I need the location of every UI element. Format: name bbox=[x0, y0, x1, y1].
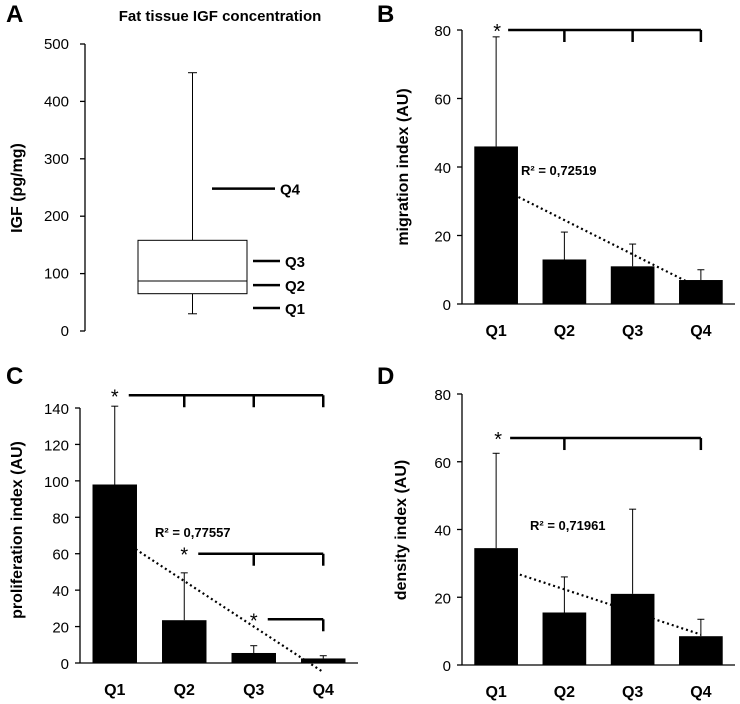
x-tick-label-c: Q4 bbox=[313, 682, 334, 699]
bar-q4 bbox=[679, 636, 723, 665]
y-tick-label-c: 20 bbox=[52, 620, 69, 637]
bar-q1 bbox=[474, 548, 518, 665]
panel-letter-a: A bbox=[6, 1, 23, 28]
x-tick-label-c: Q1 bbox=[104, 682, 125, 699]
y-tick-label-c: 80 bbox=[52, 510, 69, 527]
panel-letter-b: B bbox=[377, 1, 394, 28]
bar-q2 bbox=[162, 620, 207, 663]
x-tick-label-d: Q1 bbox=[485, 684, 506, 701]
y-tick-label-c: 40 bbox=[52, 583, 69, 600]
y-tick-label-d: 0 bbox=[443, 658, 451, 675]
y-tick-label-b: 60 bbox=[434, 92, 451, 109]
y-tick-label-a: 0 bbox=[61, 323, 69, 340]
bar-q2 bbox=[542, 612, 587, 665]
trendline-d bbox=[495, 565, 702, 636]
bar-q1 bbox=[92, 484, 137, 663]
x-tick-label-b: Q1 bbox=[485, 323, 506, 340]
y-tick-label-d: 60 bbox=[434, 455, 451, 472]
panel-b: B migration index (AU) R² = 0,72519 0 20 4… bbox=[377, 1, 735, 340]
bar-q3 bbox=[610, 593, 655, 665]
y-axis-title-a: IGF (pg/mg) bbox=[9, 143, 26, 233]
y-tick-label-a: 500 bbox=[44, 36, 69, 53]
y-tick-label-a: 300 bbox=[44, 151, 69, 168]
y-tick-label-d: 20 bbox=[434, 590, 451, 607]
y-tick-label-b: 40 bbox=[434, 160, 451, 177]
y-tick-label-a: 400 bbox=[44, 93, 69, 110]
y-tick-label-b: 20 bbox=[434, 229, 451, 246]
bar-q2 bbox=[542, 259, 587, 304]
bar-q3 bbox=[610, 266, 655, 304]
x-tick-label-d: Q2 bbox=[554, 684, 575, 701]
x-tick-label-b: Q3 bbox=[622, 323, 643, 340]
y-tick-label-a: 100 bbox=[44, 266, 69, 283]
y-tick-label-c: 0 bbox=[61, 656, 69, 673]
x-tick-label-b: Q2 bbox=[554, 323, 575, 340]
quartile-label-q2: Q2 bbox=[285, 278, 305, 295]
significance-star-c: * bbox=[180, 545, 188, 567]
iqr-box bbox=[137, 239, 248, 295]
x-tick-label-b: Q4 bbox=[690, 323, 711, 340]
x-tick-label-d: Q3 bbox=[622, 684, 643, 701]
chart-title-a: Fat tissue IGF concentration bbox=[119, 8, 322, 25]
y-tick-label-c: 60 bbox=[52, 547, 69, 564]
y-tick-label-c: 100 bbox=[44, 474, 69, 491]
y-axis-title-c: proliferation index (AU) bbox=[9, 441, 26, 619]
quartile-label-q3: Q3 bbox=[285, 254, 305, 271]
r-squared-label-b: R² = 0,72519 bbox=[521, 163, 597, 178]
y-tick-label-c: 140 bbox=[44, 401, 69, 418]
bar-q4 bbox=[679, 280, 723, 304]
significance-star-c: * bbox=[250, 610, 258, 632]
x-tick-label-c: Q2 bbox=[174, 682, 195, 699]
bar-q3 bbox=[231, 652, 276, 663]
panel-letter-c: C bbox=[6, 363, 23, 390]
y-tick-label-b: 80 bbox=[434, 23, 451, 40]
y-tick-label-d: 80 bbox=[434, 387, 451, 404]
x-tick-label-d: Q4 bbox=[690, 684, 711, 701]
panel-c: C proliferation index (AU) R² = 0,77557 … bbox=[6, 363, 358, 699]
y-axis-title-d: density index (AU) bbox=[393, 460, 410, 600]
y-tick-label-a: 200 bbox=[44, 208, 69, 225]
x-tick-label-c: Q3 bbox=[243, 682, 264, 699]
bar-q4 bbox=[301, 658, 346, 663]
bar-q1 bbox=[474, 146, 518, 304]
trendline-c bbox=[114, 534, 324, 674]
y-tick-label-b: 0 bbox=[443, 297, 451, 314]
panel-a: A Fat tissue IGF concentration IGF (pg/m… bbox=[6, 1, 321, 340]
panel-d: D density index (AU) R² = 0,71961 0 20 40 6… bbox=[377, 363, 735, 701]
significance-star-b: * bbox=[493, 21, 501, 43]
y-tick-label-d: 40 bbox=[434, 523, 451, 540]
r-squared-label-c: R² = 0,77557 bbox=[155, 525, 231, 540]
panel-letter-d: D bbox=[377, 363, 394, 390]
y-tick-label-c: 120 bbox=[44, 437, 69, 454]
significance-star-c: * bbox=[111, 386, 119, 408]
quartile-label-q1: Q1 bbox=[285, 301, 305, 318]
significance-star-d: * bbox=[494, 429, 502, 451]
quartile-label-q4: Q4 bbox=[280, 182, 301, 199]
r-squared-label-d: R² = 0,71961 bbox=[530, 518, 606, 533]
y-axis-title-b: migration index (AU) bbox=[395, 88, 412, 245]
trendline-b bbox=[495, 184, 702, 290]
